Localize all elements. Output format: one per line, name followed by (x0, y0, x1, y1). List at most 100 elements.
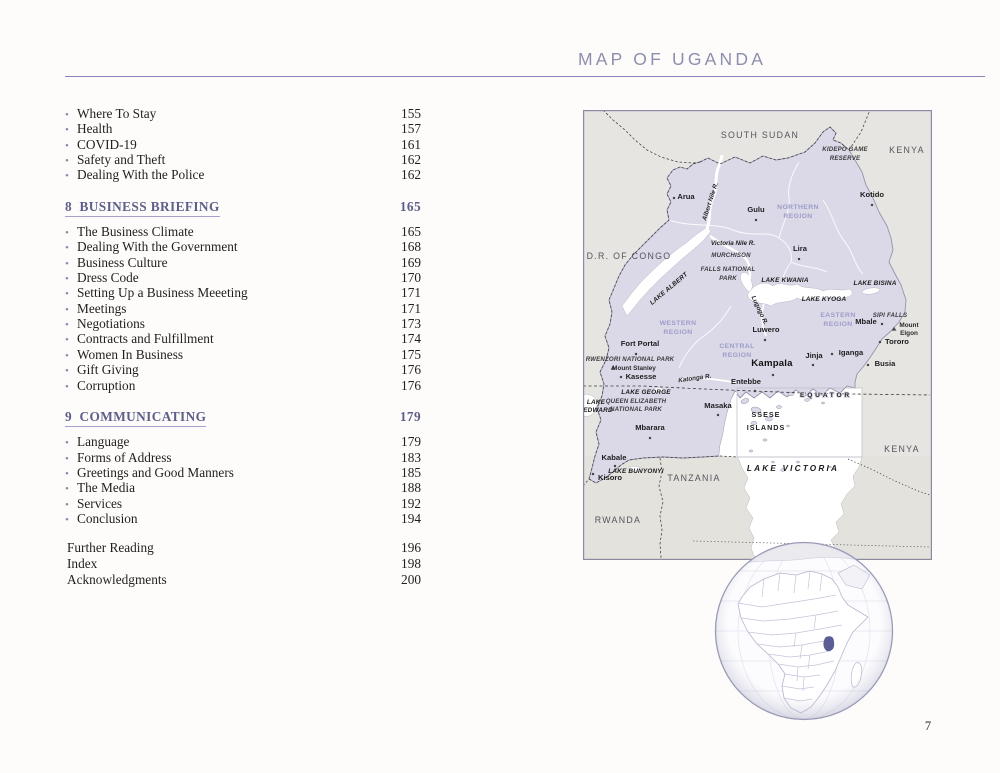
toc-entry-page: 179 (401, 434, 421, 450)
city-label: Kabale (602, 453, 627, 462)
toc-entry-page: 183 (401, 449, 421, 465)
lake-label: LAKE (587, 399, 606, 406)
toc-entry: • COVID-19 161 (65, 137, 421, 152)
toc-entry-label: Forms of Address (77, 449, 172, 465)
region-label: REGION (722, 352, 751, 359)
river-label: Katonga R. (678, 373, 712, 385)
uganda-map: SOUTH SUDAN KENYA D.R. OF CONGO KENYA TANZAN… (583, 110, 932, 560)
bullet-icon: • (65, 513, 69, 526)
river-label: Victoria Nile R. (711, 240, 755, 247)
toc-entry-label: Index (67, 556, 98, 572)
toc-section-heading: 8 BUSINESS BRIEFING 165 (65, 198, 421, 218)
city-label: Busia (875, 359, 896, 368)
map-labels: SOUTH SUDAN KENYA D.R. OF CONGO KENYA TANZAN… (583, 130, 923, 525)
africa-inset-globe (714, 541, 894, 721)
bullet-icon: • (65, 257, 69, 270)
toc-entry-page: 175 (401, 346, 421, 362)
toc-entry: • Forms of Address 183 (65, 450, 421, 465)
toc-entry-label: Safety and Theft (77, 152, 166, 168)
mountain-label: Mount (899, 322, 919, 329)
toc-entry-label: Services (77, 495, 123, 511)
mountain-label: Elgon (900, 330, 918, 337)
toc-entry-label: Setting Up a Business Meeeting (77, 285, 248, 301)
city-label: Jinja (805, 351, 823, 360)
city-marker (619, 375, 623, 379)
toc-entry-page: 176 (401, 377, 421, 393)
toc-entry: • Meetings 171 (65, 301, 421, 316)
city-label: Masaka (704, 401, 732, 410)
toc-entry-page: 168 (401, 239, 421, 255)
toc-entry-page: 194 (401, 510, 421, 526)
toc-entry-page: 185 (401, 464, 421, 480)
lakes (583, 226, 881, 472)
bullet-icon: • (65, 365, 69, 378)
city-marker (870, 203, 874, 207)
toc-entry-page: 165 (401, 224, 421, 240)
city-marker (613, 464, 617, 468)
park-label: FALLS NATIONAL (701, 266, 756, 273)
toc-entry-label: Conclusion (77, 510, 138, 526)
lake-label: EDWARD (583, 407, 613, 414)
toc-entry: • Corruption 176 (65, 378, 421, 393)
region-label: EASTERN (820, 312, 855, 319)
bullet-icon: • (65, 288, 69, 301)
park-label: MURCHISON (711, 252, 751, 259)
header-rule (65, 76, 985, 77)
city-marker (648, 436, 652, 440)
city-label: Kampala (751, 358, 793, 369)
toc-entry-page: 170 (401, 270, 421, 286)
toc-entry: • Dealing With the Police 162 (65, 167, 421, 182)
region-boundaries (668, 161, 864, 369)
park-label: SIPI FALLS (873, 312, 908, 319)
bullet-icon: • (65, 319, 69, 332)
park-label: QUEEN ELIZABETH (606, 398, 667, 405)
city-label: Iganga (839, 348, 864, 357)
bullet-icon: • (65, 139, 69, 152)
toc-entry: • Contracts and Fulfillment 174 (65, 331, 421, 346)
lake-label: LAKE KYOGA (802, 296, 847, 303)
bullet-icon: • (65, 124, 69, 137)
toc-entry-page: 155 (401, 106, 421, 121)
city-label: Kisoro (598, 473, 622, 482)
toc-entry-label: Greetings and Good Manners (77, 464, 234, 480)
toc-entry-label: Business Culture (77, 254, 168, 270)
lake-victoria-west (719, 392, 737, 457)
region-label: CENTRAL (719, 343, 754, 350)
city-label: Tororo (885, 337, 909, 346)
toc-entry-page: 162 (401, 167, 421, 183)
toc-entry-page: 161 (401, 136, 421, 152)
toc-entry-page: 188 (401, 480, 421, 496)
toc-section-heading: 9 COMMUNICATING 179 (65, 409, 421, 428)
toc-entry-label: Dealing With the Police (77, 167, 205, 183)
city-label: Mbarara (635, 423, 665, 432)
toc-entry-page: 157 (401, 121, 421, 137)
city-marker (866, 363, 870, 367)
toc-entry: • Setting Up a Business Meeeting 171 (65, 285, 421, 300)
islands (740, 392, 832, 472)
table-of-contents: • Where To Stay 155 • Health 157 • COVID-19 161 •… (65, 106, 421, 588)
city-label: Entebbe (731, 377, 761, 386)
city-marker (716, 413, 720, 417)
islands-label: ISLANDS (747, 423, 786, 432)
lake-label: LAKE KWANIA (761, 277, 808, 284)
city-marker (771, 373, 775, 377)
city-marker (830, 352, 834, 356)
bullet-icon: • (65, 349, 69, 362)
toc-entry: • Health 157 (65, 121, 421, 136)
mountain-icon (610, 365, 616, 370)
toc-entry-label: Dealing With the Government (77, 239, 238, 255)
toc-entry-page: 165 (399, 198, 421, 214)
rivers (677, 154, 767, 384)
bullet-icon: • (65, 452, 69, 465)
city-marker (634, 352, 638, 356)
toc-entry-label: Gift Giving (77, 362, 139, 378)
bullet-icon: • (65, 242, 69, 255)
toc-entry-page: 169 (401, 254, 421, 270)
city-label: Luwero (752, 325, 779, 334)
bullet-icon: • (65, 334, 69, 347)
lake-label: LAKE GEORGE (621, 389, 671, 396)
toc-entry-label: The Business Climate (77, 224, 194, 240)
toc-entry: • Women In Business 175 (65, 347, 421, 362)
toc-entry: • Safety and Theft 162 (65, 152, 421, 167)
toc-entry: • Gift Giving 176 (65, 362, 421, 377)
